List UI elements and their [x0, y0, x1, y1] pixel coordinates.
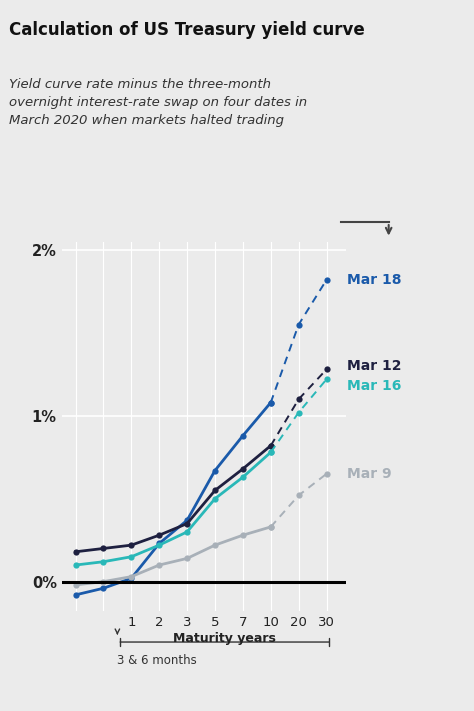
Text: 3 & 6 months: 3 & 6 months — [118, 654, 197, 667]
Text: Yield curve rate minus the three-month
overnight interest-rate swap on four date: Yield curve rate minus the three-month o… — [9, 78, 308, 127]
Text: Mar 16: Mar 16 — [347, 379, 402, 393]
Text: Mar 12: Mar 12 — [347, 359, 402, 373]
Text: Maturity years: Maturity years — [173, 632, 276, 645]
Text: Calculation of US Treasury yield curve: Calculation of US Treasury yield curve — [9, 21, 365, 39]
Text: Mar 18: Mar 18 — [347, 273, 402, 287]
Text: Mar 9: Mar 9 — [347, 467, 392, 481]
